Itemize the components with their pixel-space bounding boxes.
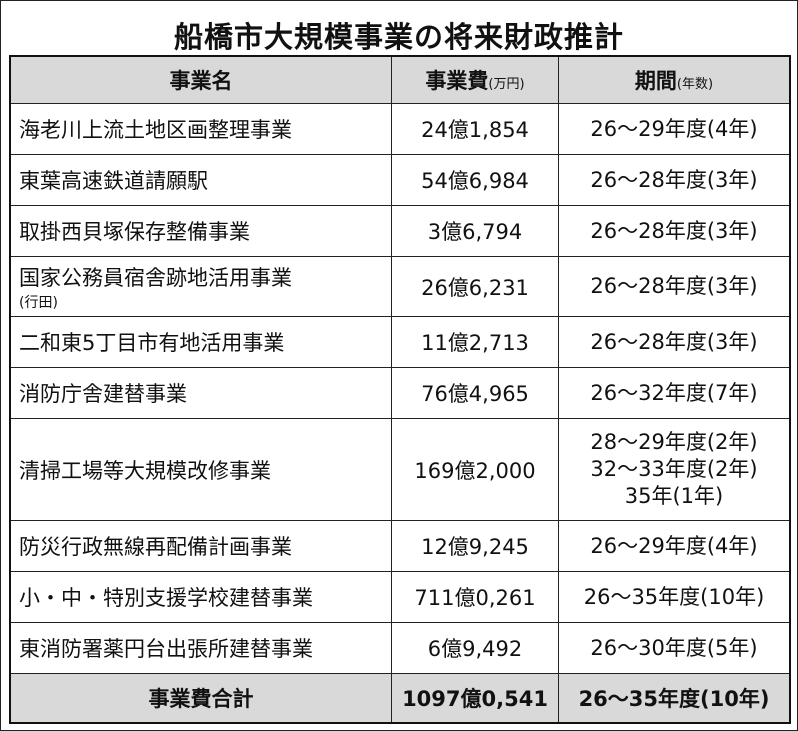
cost-cell: 24億1,854 [391,103,559,155]
project-name: 防災行政無線再配備計画事業 [19,535,292,559]
table-row: 東消防署薬円台出張所建替事業 6億9,492 26～30年度(5年) [9,622,791,674]
period-cell: 26～28年度(3年) [558,154,791,206]
project-name: 清掃工場等大規模改修事業 [19,458,271,483]
table-header-row: 事業名 事業費(万円) 期間(年数) [9,55,791,104]
cost-cell: 711億0,261 [391,571,559,623]
period-cell: 26～32年度(7年) [558,367,791,419]
project-name: 取掛西貝塚保存整備事業 [19,220,250,244]
total-label: 事業費合計 [9,673,392,724]
name-cell: 取掛西貝塚保存整備事業 [9,205,392,257]
table-row: 海老川上流土地区画整理事業 24億1,854 26～29年度(4年) [9,103,791,155]
period-cell: 26～28年度(3年) [558,205,791,257]
table-row: 防災行政無線再配備計画事業 12億9,245 26～29年度(4年) [9,520,791,572]
total-cost: 1097億0,541 [391,673,559,724]
project-name: 海老川上流土地区画整理事業 [19,118,292,142]
header-period: 期間(年数) [558,55,791,104]
name-cell: 小・中・特別支援学校建替事業 [9,571,392,623]
period-cell: 26～35年度(10年) [558,571,791,623]
period-cell: 26～30年度(5年) [558,622,791,674]
total-row: 事業費合計 1097億0,541 26～35年度(10年) [9,673,791,724]
period-cell: 26～29年度(4年) [558,103,791,155]
table-row: 東葉高速鉄道請願駅 54億6,984 26～28年度(3年) [9,154,791,206]
total-period: 26～35年度(10年) [558,673,791,724]
page-title: 船橋市大規模事業の将来財政推計 [173,20,624,54]
cost-cell: 12億9,245 [391,520,559,572]
name-cell: 国家公務員宿舎跡地活用事業 (行田) [9,256,392,317]
period-line: 26～32年度(7年) [590,380,758,405]
cost-cell: 3億6,794 [391,205,559,257]
header-name-label: 事業名 [169,69,233,93]
header-period-label: 期間 [634,69,677,93]
cost-cell: 11億2,713 [391,316,559,368]
period-line: 26～28年度(3年) [590,274,758,298]
period-line: 28～29年度(2年) [590,430,758,454]
name-cell: 東葉高速鉄道請願駅 [9,154,392,206]
project-name: 東葉高速鉄道請願駅 [19,169,208,193]
cost-cell: 76億4,965 [391,367,559,419]
header-cost: 事業費(万円) [391,55,559,104]
period-cell: 26～28年度(3年) [558,316,791,368]
period-line: 26～28年度(3年) [590,167,758,192]
header-cost-unit: (万円) [488,77,525,92]
table-row: 清掃工場等大規模改修事業 169億2,000 28～29年度(2年) 32～33年… [9,418,791,521]
period-line: 26～29年度(4年) [590,116,758,141]
table-row: 消防庁舎建替事業 76億4,965 26～32年度(7年) [9,367,791,419]
cost-cell: 26億6,231 [391,256,559,317]
header-name: 事業名 [9,55,392,104]
header-cost-label: 事業費 [425,69,489,93]
cost-cell: 6億9,492 [391,622,559,674]
name-cell: 海老川上流土地区画整理事業 [9,103,392,155]
cost-cell: 169億2,000 [391,418,559,521]
project-note: (行田) [19,294,58,311]
period-line: 32～33年度(2年) [590,457,758,481]
project-name: 小・中・特別支援学校建替事業 [19,586,313,610]
table-row: 小・中・特別支援学校建替事業 711億0,261 26～35年度(10年) [9,571,791,623]
header-period-unit: (年数) [676,77,714,92]
table-row: 取掛西貝塚保存整備事業 3億6,794 26～28年度(3年) [9,205,791,257]
project-name: 消防庁舎建替事業 [19,382,187,406]
project-name: 二和東5丁目市有地活用事業 [19,331,285,355]
period-line: 26～30年度(5年) [590,635,758,660]
period-cell: 26～28年度(3年) [558,256,791,317]
table-row: 国家公務員宿舎跡地活用事業 (行田) 26億6,231 26～28年度(3年) [9,256,791,317]
period-line: 35年(1年) [624,484,724,508]
name-cell: 清掃工場等大規模改修事業 [9,418,392,521]
period-line: 26～29年度(4年) [590,533,758,558]
name-cell: 東消防署薬円台出張所建替事業 [9,622,392,674]
project-name: 東消防署薬円台出張所建替事業 [19,637,313,661]
period-line: 26～28年度(3年) [590,218,758,243]
period-cell: 26～29年度(4年) [558,520,791,572]
projects-table: 事業名 事業費(万円) 期間(年数) 海老川上流土地区画整理事業 24億1,85… [9,55,791,724]
name-cell: 消防庁舎建替事業 [9,367,392,419]
table-row: 二和東5丁目市有地活用事業 11億2,713 26～28年度(3年) [9,316,791,368]
period-cell: 28～29年度(2年) 32～33年度(2年) 35年(1年) [558,418,791,521]
period-line: 26～35年度(10年) [583,584,765,609]
period-line: 26～28年度(3年) [590,329,758,354]
project-name: 国家公務員宿舎跡地活用事業 [19,265,292,290]
name-cell: 防災行政無線再配備計画事業 [9,520,392,572]
cost-cell: 54億6,984 [391,154,559,206]
name-cell: 二和東5丁目市有地活用事業 [9,316,392,368]
